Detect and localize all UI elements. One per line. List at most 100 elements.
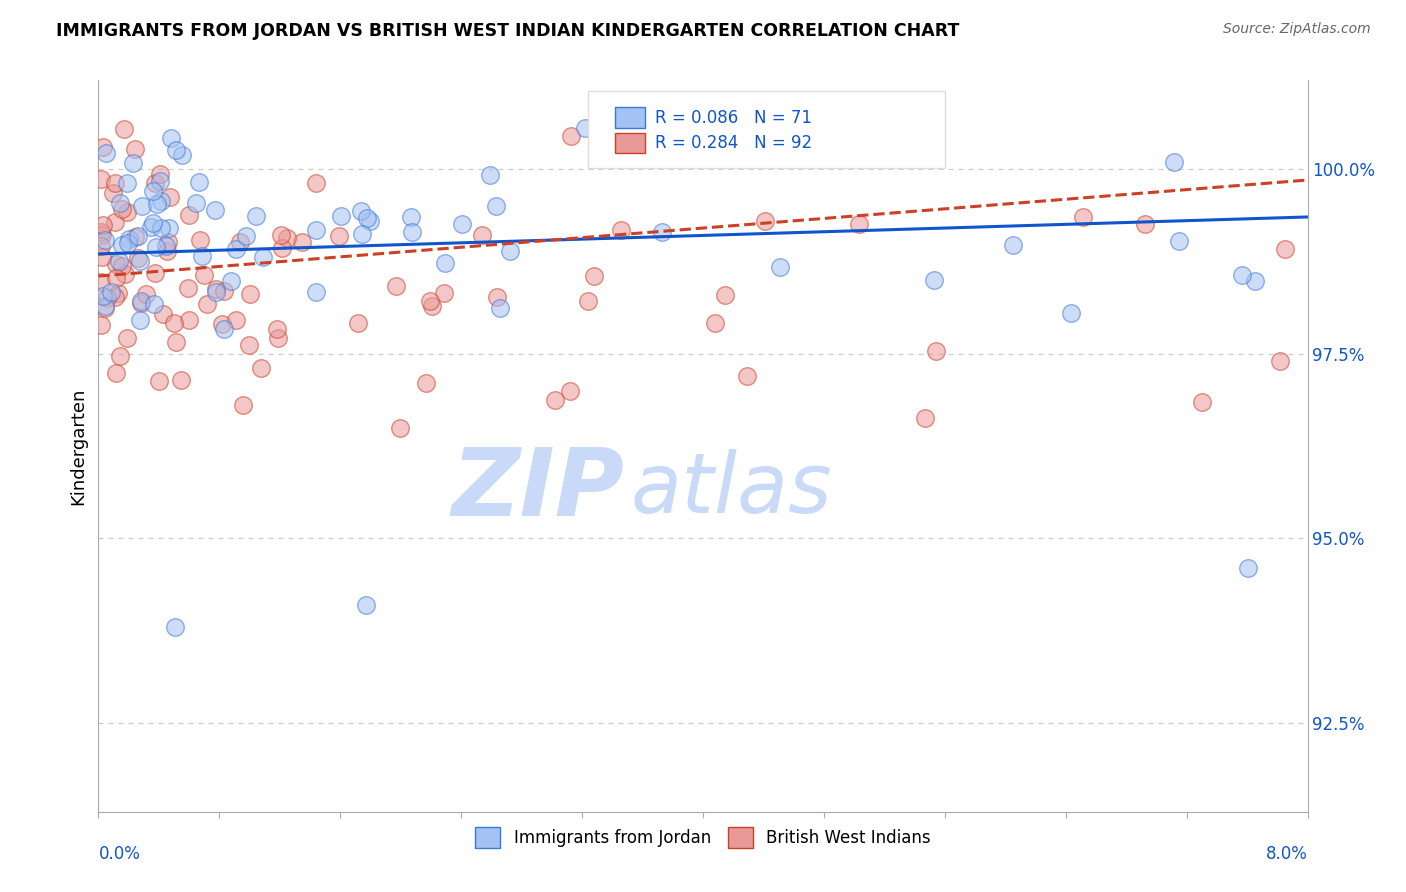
Point — [204, 202, 226, 217]
Point — [228, 235, 250, 250]
Point — [124, 230, 146, 244]
Point — [163, 316, 186, 330]
Text: 8.0%: 8.0% — [1265, 845, 1308, 863]
Point — [238, 337, 260, 351]
Point — [124, 142, 146, 156]
Point — [105, 270, 128, 285]
Point — [91, 250, 114, 264]
Point — [149, 167, 172, 181]
Point — [1243, 274, 1265, 288]
Point — [146, 197, 169, 211]
Point — [117, 330, 139, 344]
Point — [1230, 268, 1253, 282]
Point — [91, 218, 114, 232]
Point — [143, 176, 166, 190]
Point — [105, 257, 128, 271]
Point — [305, 223, 328, 237]
Point — [485, 199, 508, 213]
FancyBboxPatch shape — [614, 107, 645, 128]
Point — [93, 233, 115, 247]
Point — [1163, 154, 1185, 169]
Point — [159, 131, 181, 145]
Point — [560, 128, 582, 143]
Point — [157, 235, 180, 250]
Point — [150, 221, 173, 235]
Point — [350, 204, 373, 219]
Legend: Immigrants from Jordan, British West Indians: Immigrants from Jordan, British West Ind… — [467, 819, 939, 856]
Point — [107, 286, 129, 301]
Point — [104, 176, 127, 190]
Point — [117, 235, 139, 250]
Point — [356, 211, 378, 225]
Point — [450, 217, 472, 231]
Point — [177, 281, 200, 295]
Point — [291, 235, 314, 250]
Point — [115, 204, 138, 219]
Point — [754, 214, 776, 228]
Point — [118, 232, 141, 246]
Point — [115, 176, 138, 190]
Point — [735, 368, 758, 383]
Point — [924, 273, 946, 287]
Point — [205, 281, 228, 295]
Point — [128, 312, 150, 326]
Point — [155, 239, 177, 253]
Point — [150, 194, 173, 209]
Point — [1133, 217, 1156, 231]
Point — [90, 318, 112, 332]
Point — [925, 344, 948, 359]
Point — [1167, 235, 1189, 249]
Point — [159, 189, 181, 203]
Point — [127, 251, 149, 265]
Point — [104, 290, 127, 304]
Point — [1060, 305, 1083, 319]
Point — [485, 290, 508, 304]
Point — [145, 239, 167, 253]
Point — [142, 216, 165, 230]
Point — [188, 233, 211, 247]
Point — [499, 244, 522, 259]
Point — [179, 312, 201, 326]
Point — [135, 287, 157, 301]
Point — [91, 139, 114, 153]
Point — [1001, 238, 1024, 252]
Point — [330, 209, 353, 223]
Point — [433, 256, 456, 270]
Point — [769, 260, 792, 275]
Point — [225, 313, 247, 327]
Point — [235, 228, 257, 243]
Point — [489, 301, 512, 315]
Text: R = 0.284   N = 92: R = 0.284 N = 92 — [655, 134, 811, 153]
Point — [848, 218, 870, 232]
Text: 0.0%: 0.0% — [98, 845, 141, 863]
Point — [129, 294, 152, 309]
Point — [1274, 242, 1296, 256]
Point — [305, 285, 328, 300]
Point — [90, 225, 112, 239]
Point — [94, 299, 117, 313]
Text: Source: ZipAtlas.com: Source: ZipAtlas.com — [1223, 22, 1371, 37]
Point — [103, 186, 125, 201]
Point — [252, 251, 274, 265]
Point — [100, 285, 122, 300]
Point — [225, 242, 247, 256]
Text: R = 0.086   N = 71: R = 0.086 N = 71 — [655, 109, 811, 127]
Point — [1237, 561, 1260, 575]
Point — [609, 223, 631, 237]
Point — [245, 209, 267, 223]
Point — [270, 242, 292, 256]
Point — [129, 254, 152, 268]
Point — [108, 349, 131, 363]
Point — [93, 301, 115, 315]
Point — [131, 295, 153, 310]
Point — [389, 420, 412, 434]
Point — [544, 393, 567, 408]
Point — [111, 238, 134, 252]
Point — [149, 173, 172, 187]
Point — [249, 361, 271, 376]
Point — [143, 297, 166, 311]
Point — [143, 266, 166, 280]
Point — [90, 172, 112, 186]
Point — [817, 145, 839, 160]
Point — [420, 300, 443, 314]
